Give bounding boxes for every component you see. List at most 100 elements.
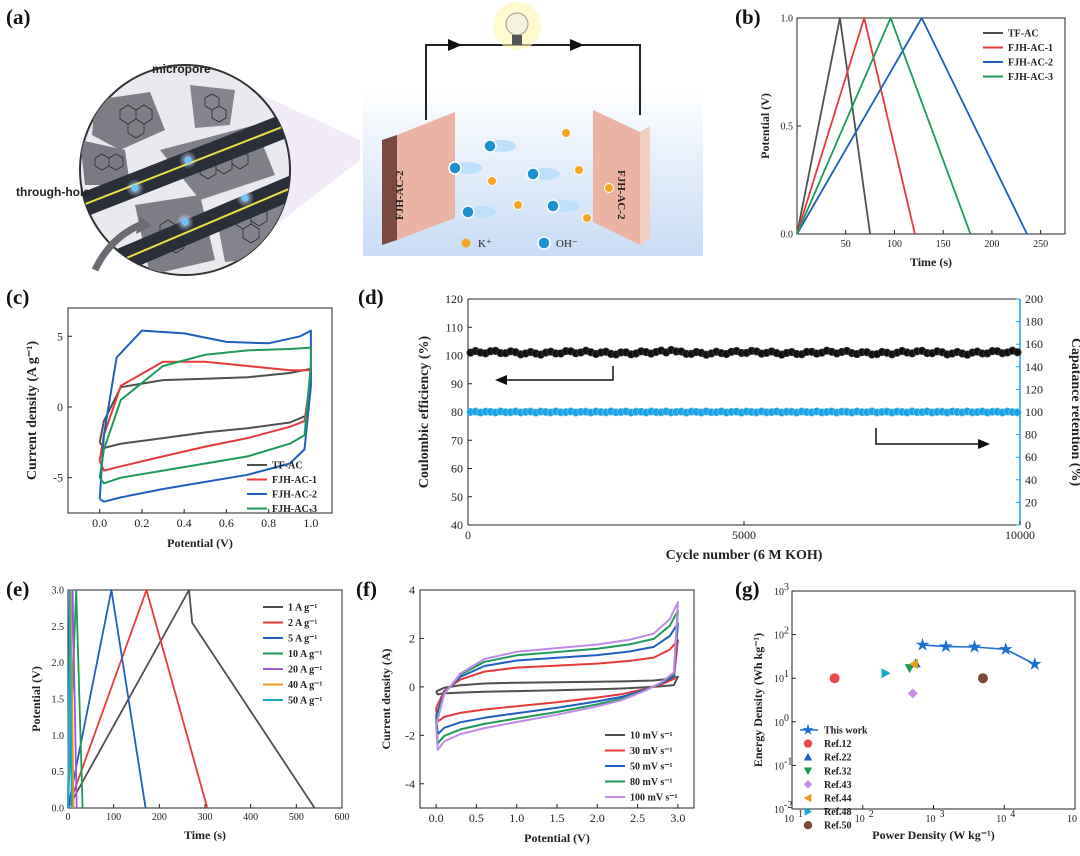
series-loop-scan-4 (435, 601, 679, 751)
legend-item-label: 5 A g⁻¹ (288, 634, 317, 645)
pore-magnifier (79, 64, 291, 276)
x-tick-exponent: 4 (1010, 809, 1015, 820)
y-tick-label: 4 (409, 583, 415, 597)
y-tick-label: 10 (774, 761, 784, 772)
y-tick-exponent: -1 (784, 756, 792, 767)
x-tick-label: 0.2 (134, 516, 149, 530)
chart-b-gcd-curves: 50 100 150 200 250 0.0 0.5 1.0 Time (s) Potential… (758, 14, 1066, 269)
y-tick-label: 0 (409, 680, 415, 694)
arrow-head-icon (495, 375, 507, 385)
series-line-rate-1 (67, 589, 209, 809)
legend-item-label: 10 mV s⁻¹ (630, 731, 673, 742)
y-tick-label: 80 (451, 405, 463, 419)
y-axis-label: Potential (V) (758, 93, 772, 159)
y-tick-label: 2.0 (52, 658, 65, 669)
y-tick-label: 60 (451, 462, 463, 476)
x-axis-label: Potential (V) (167, 536, 233, 550)
x-tick-label: 50 (841, 239, 851, 250)
x-tick-label: 100 (887, 239, 902, 250)
y-tick-label: 10 (774, 587, 784, 598)
panel-label-c: (c) (6, 285, 29, 309)
right-tick-label: 200 (1025, 292, 1043, 306)
this-work-line (922, 644, 1036, 665)
x-tick-label: 10000 (1005, 528, 1035, 542)
y-tick-exponent: 1 (784, 669, 789, 680)
right-tick-label: 120 (1025, 382, 1043, 396)
chart-c-cv-curves: 0.0 0.2 0.4 0.6 0.8 1.0 -5 0 5 Potential (V) Curre… (25, 307, 333, 550)
x-tick-label: 200 (152, 812, 167, 823)
panel-label-b: (b) (735, 5, 761, 29)
x-tick-label: 0 (66, 812, 71, 823)
y-tick-label: 110 (445, 320, 463, 334)
y-tick-label: 10 (774, 631, 784, 642)
supercapacitor-cell: FJH-AC-2 FJH-AC-2 K⁺ OH⁻ (363, 2, 703, 256)
x-axis-label: Cycle number (6 M KOH) (666, 548, 823, 563)
legend-item-label: FJH-AC-1 (1008, 43, 1053, 54)
legend-item-label: Ref.50 (824, 821, 852, 832)
plot-frame-c (67, 307, 333, 514)
right-tick-label: 140 (1025, 360, 1043, 374)
data-point-star (915, 637, 930, 651)
y-tick-exponent: 2 (784, 626, 789, 637)
y-tick-label: 0.0 (781, 230, 794, 241)
y-tick-label: 10 (774, 718, 784, 729)
x-tick-label: 200 (984, 239, 999, 250)
data-point-circle (803, 739, 813, 748)
data-point-star (939, 639, 953, 653)
plot-frame-f (419, 589, 695, 809)
x-tick-label: 150 (936, 239, 951, 250)
series-line-fjh-ac-2 (796, 17, 1028, 235)
y-axis-label: Potential (V) (29, 666, 43, 732)
x-tick-label: 600 (335, 812, 350, 823)
x-tick-label: 2.5 (630, 811, 645, 825)
right-tick-label: 60 (1025, 450, 1037, 464)
y-tick-label: 10 (774, 674, 784, 685)
right-axis-indicator-arrow (875, 428, 980, 445)
series-loop-scan-3 (435, 609, 679, 745)
data-point-triangle (803, 793, 812, 803)
x-tick-label: 10 (784, 814, 794, 825)
data-point-triangle (803, 767, 813, 775)
legend-item-label: TF-AC (1008, 29, 1039, 40)
legend-item-label: FJH-AC-3 (272, 504, 317, 515)
x-tick-label: 0.0 (429, 811, 444, 825)
x-tick-label: 3.0 (670, 811, 685, 825)
x-axis-label: Potential (V) (524, 831, 590, 845)
x-tick-label: 0 (465, 528, 471, 542)
x-tick-label: 0.0 (92, 516, 107, 530)
series-loop-scan-1 (435, 639, 679, 723)
data-point-triangle (803, 753, 813, 761)
x-axis-label: Power Density (W kg⁻¹) (872, 828, 994, 842)
right-tick-label: 160 (1025, 337, 1043, 351)
through-hole-label: through-hole (16, 185, 90, 199)
oh-ion-legend-icon (537, 236, 551, 250)
legend-item-label: FJH-AC-2 (272, 490, 317, 501)
oh-ion-label: OH⁻ (556, 238, 578, 250)
legend-item-label: Ref.48 (824, 807, 852, 818)
data-point-circle (829, 673, 840, 684)
legend-item-label: FJH-AC-1 (272, 475, 317, 486)
data-point-circle (977, 673, 988, 684)
k-ion-label: K⁺ (478, 238, 492, 250)
series-line-rate-2 (67, 589, 147, 809)
y-tick-label: 1.0 (52, 731, 65, 742)
legend-item-label: 50 A g⁻¹ (288, 696, 322, 707)
x-axis-label: Time (s) (184, 828, 226, 842)
y-tick-label: 3.0 (52, 586, 65, 597)
x-tick-label: 1.0 (509, 811, 524, 825)
data-point-circle (803, 821, 813, 830)
left-axis-indicator-arrow (505, 366, 614, 381)
current-arrow-icon (448, 39, 462, 51)
legend-item-label: 80 mV s⁻¹ (630, 777, 673, 788)
x-tick-label: 10 (855, 814, 865, 825)
x-tick-label: 100 (106, 812, 121, 823)
x-tick-label: 1.0 (303, 516, 318, 530)
y-tick-label: 2 (409, 631, 415, 645)
x-tick-exponent: 1 (798, 809, 803, 820)
data-point-star (998, 642, 1013, 656)
y-tick-label: 100 (445, 349, 463, 363)
y-tick-label: 0 (57, 400, 63, 414)
y-tick-label: 50 (451, 490, 463, 504)
legend-item-label: 1 A g⁻¹ (288, 603, 317, 614)
